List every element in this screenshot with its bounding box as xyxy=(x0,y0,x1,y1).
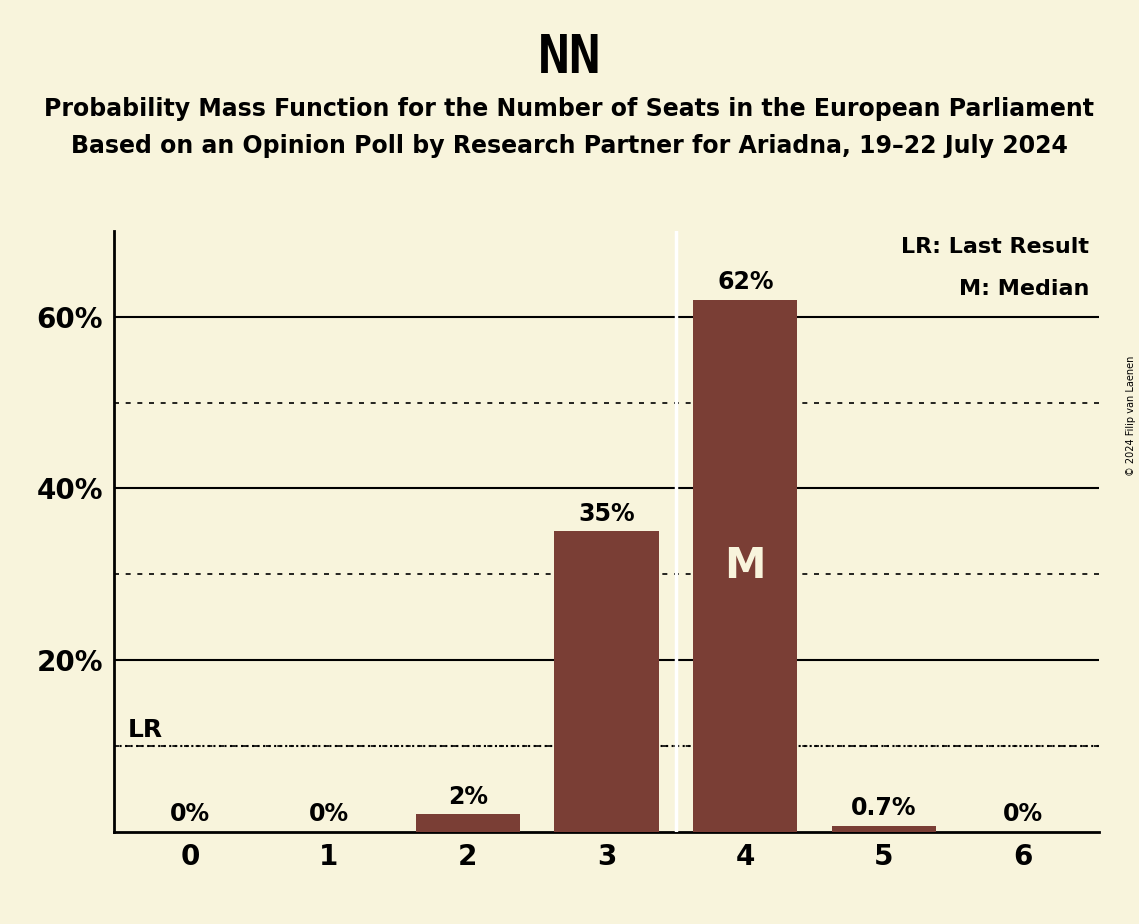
Bar xyxy=(694,299,797,832)
Bar xyxy=(555,531,658,832)
Text: LR: LR xyxy=(128,718,163,741)
Text: LR: Last Result: LR: Last Result xyxy=(901,237,1089,257)
Text: 0.7%: 0.7% xyxy=(851,796,917,821)
Text: 2%: 2% xyxy=(448,785,487,809)
Text: 0%: 0% xyxy=(170,802,211,826)
Text: 62%: 62% xyxy=(718,271,773,295)
Text: 0%: 0% xyxy=(309,802,349,826)
Text: © 2024 Filip van Laenen: © 2024 Filip van Laenen xyxy=(1126,356,1136,476)
Text: NN: NN xyxy=(538,32,601,84)
Text: Probability Mass Function for the Number of Seats in the European Parliament: Probability Mass Function for the Number… xyxy=(44,97,1095,121)
Text: M: Median: M: Median xyxy=(959,279,1089,299)
Text: Based on an Opinion Poll by Research Partner for Ariadna, 19–22 July 2024: Based on an Opinion Poll by Research Par… xyxy=(71,134,1068,158)
Text: M: M xyxy=(724,544,767,587)
Text: 0%: 0% xyxy=(1002,802,1043,826)
Bar xyxy=(416,814,519,832)
Text: 35%: 35% xyxy=(579,502,634,526)
Bar xyxy=(831,826,936,832)
